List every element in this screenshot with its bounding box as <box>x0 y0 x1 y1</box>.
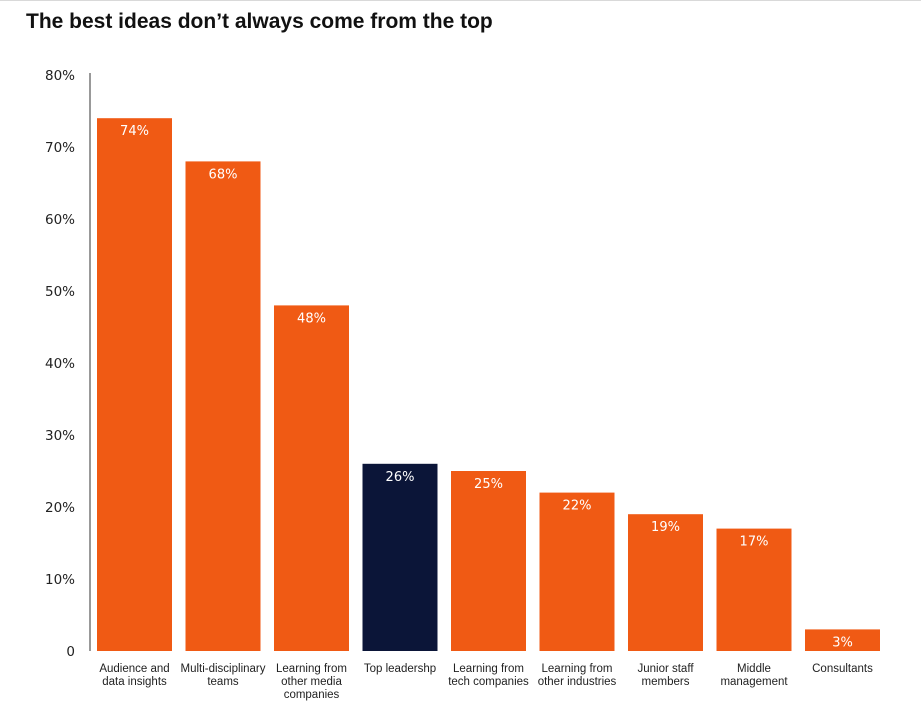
y-tick-label: 10% <box>45 572 75 588</box>
y-tick-label: 70% <box>45 140 75 156</box>
category-label-line: other media <box>281 676 342 688</box>
category-label-line: Audience and <box>99 663 169 675</box>
category-label-line: Junior staff <box>637 663 694 675</box>
category-label-line: Middle <box>737 663 771 675</box>
category-label-line: tech companies <box>448 676 529 688</box>
category-label-line: data insights <box>102 676 167 688</box>
bar-value-label: 25% <box>474 477 503 492</box>
bar-value-label: 17% <box>740 535 769 550</box>
y-tick-label: 50% <box>45 284 75 300</box>
category-label: Multi-disciplinary teams <box>181 663 266 688</box>
category-label-line: teams <box>207 676 239 688</box>
bar <box>805 629 880 651</box>
category-label: Top leadershp <box>364 663 436 675</box>
category-label-line: Learning from <box>542 663 613 675</box>
category-label-line: Top leadershp <box>364 663 436 675</box>
bar <box>97 118 172 651</box>
y-tick-label: 0 <box>66 644 75 660</box>
category-label: Consultants <box>812 663 873 675</box>
top-rule <box>0 0 921 1</box>
bar-value-label: 19% <box>651 520 680 535</box>
bar-value-label: 74% <box>120 124 149 139</box>
category-label: Learning from other industries <box>538 663 617 688</box>
bar-value-label: 26% <box>386 470 415 485</box>
bar <box>451 471 526 651</box>
bar-value-label: 22% <box>563 499 592 514</box>
category-label: Learning from other media companies <box>276 663 347 701</box>
category-label-line: members <box>642 676 690 688</box>
bar <box>362 463 438 651</box>
y-tick-label: 80% <box>45 68 75 84</box>
category-label-line: Multi-disciplinary <box>181 663 266 675</box>
category-label-line: Learning from <box>453 663 524 675</box>
y-tick-label: 60% <box>45 212 75 228</box>
category-label: Junior staff members <box>637 663 694 688</box>
category-label-line: companies <box>284 689 340 701</box>
bar <box>628 514 703 651</box>
y-tick-label: 20% <box>45 500 75 516</box>
y-tick-label: 40% <box>45 356 75 372</box>
bar <box>716 528 792 651</box>
chart-title: The best ideas don’t always come from th… <box>26 10 493 33</box>
bar <box>274 305 349 651</box>
category-label: Learning from tech companies <box>448 663 529 688</box>
category-label-line: Consultants <box>812 663 873 675</box>
y-tick-label: 30% <box>45 428 75 444</box>
category-label-line: Learning from <box>276 663 347 675</box>
bar-value-label: 3% <box>832 635 853 650</box>
category-label: Audience and data insights <box>99 663 169 688</box>
bar <box>539 492 615 651</box>
category-label-line: other industries <box>538 676 617 688</box>
bar-value-label: 68% <box>209 167 238 182</box>
category-label-line: management <box>720 676 788 688</box>
bar-value-label: 48% <box>297 311 326 326</box>
category-label: Middle management <box>720 663 788 688</box>
bar <box>185 161 261 651</box>
